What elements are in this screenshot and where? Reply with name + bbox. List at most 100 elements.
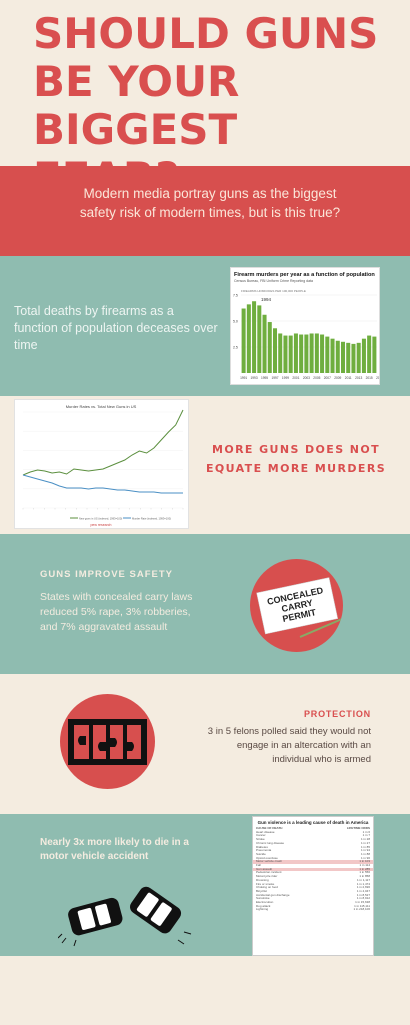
protection-heading: PROTECTION (303, 709, 371, 719)
death-odds-table: Gun violence is a leading cause of death… (252, 816, 374, 956)
table-row: Accidental gun discharge 1 in 8,527 (253, 892, 373, 898)
table-row: Gun assault 1 in 285 (253, 866, 373, 872)
odds-cell: 1 in 88 (360, 851, 370, 856)
x-tick-label: 2003 (303, 376, 310, 380)
table-body: CAUSE OF DEATH LIFETIME ODDS Heart disease… (253, 826, 373, 912)
permit-badge: CONCEALED CARRY PERMIT (250, 559, 343, 652)
table-row: Sunstroke 1 in 8,912 (253, 897, 373, 901)
cause-cell: Fire or smoke (256, 881, 275, 886)
chart-bar (356, 342, 361, 373)
chart-bar (241, 308, 246, 373)
intro-line-1: Modern media portray guns as the biggest (83, 186, 337, 201)
chart-bar (309, 333, 314, 373)
protection-text: 3 in 5 felons polled said they would not… (207, 726, 371, 765)
odds-cell: 1 in 858 (359, 874, 370, 879)
odds-cell: 1 in 27 (360, 840, 370, 845)
improve-safety-section: GUNS IMPROVE SAFETY States with conceale… (0, 534, 410, 674)
table-row: Bicyclist 1 in 4,047 (253, 888, 373, 894)
chart-bar (314, 333, 319, 373)
odds-cell: 1 in 8,527 (356, 892, 370, 897)
cause-cell: Sunstroke (256, 896, 270, 901)
cause-cell: Bicyclist (256, 888, 267, 893)
y-tick-label: 5.0 (233, 320, 238, 324)
improve-text: States with concealed carry laws reduced… (40, 591, 193, 633)
odds-cell: 1 in 4,047 (356, 888, 370, 893)
chart-bar (299, 334, 304, 373)
cause-cell: CAUSE OF DEATH (256, 826, 283, 830)
chart-bar (340, 341, 346, 373)
intro-line-2: safety risk of modern times, but is this… (79, 205, 341, 220)
car-crash-icon (57, 886, 192, 947)
chart-bar (346, 342, 351, 373)
chart-bar (252, 301, 257, 373)
legend-murder: Murder Rate (indexed, 1993=100) (132, 517, 171, 521)
table-row: Suicide 1 in 88 (253, 851, 373, 857)
deaths-text: Total deaths by firearms as a function o… (14, 304, 218, 352)
x-tick-label: 1995 (261, 376, 268, 380)
odds-cell: 1 in 2,696 (356, 885, 370, 890)
x-tick-label: 2005 (313, 376, 320, 380)
cause-cell: Cancer (256, 833, 266, 838)
chart-bar (272, 328, 278, 373)
chart-bar (257, 305, 262, 373)
cause-cell: Electrocution (256, 900, 274, 905)
legend-guns: New guns in US (indexed, 1993=100) (79, 517, 122, 521)
table-row: Stroke 1 in 28 (253, 837, 373, 842)
murder-rate-line (22, 474, 183, 494)
table-row: Pneumonia 1 in 94 (253, 849, 373, 853)
improve-heading: GUNS IMPROVE SAFETY (40, 569, 174, 580)
x-tick-label: 2015 (366, 376, 373, 380)
table-row: Heart disease 1 in 6 (253, 829, 373, 835)
chart-bar (325, 336, 330, 373)
x-tick-label: 2017 (376, 376, 379, 380)
table-row: Lightning 1 in 218,106 (253, 908, 373, 912)
table-row: Electrocution 1 in 15,638 (253, 900, 373, 905)
table-row: Chronic lung disease 1 in 27 (253, 840, 373, 846)
chart-bar (283, 335, 288, 373)
chart2-title: Murder Rates vs. Total New Guns in US (66, 404, 137, 409)
motor-text: Nearly 3x more likely to die in a motor … (40, 837, 189, 862)
odds-cell: 1 in 96 (360, 855, 370, 860)
cause-cell: Heart disease (256, 829, 275, 834)
chart-annotation: 1994 (261, 297, 272, 302)
cause-cell: Opioid overdose (256, 855, 278, 860)
protection-section: PROTECTION 3 in 5 felons polled said the… (0, 674, 410, 814)
chart-bar (372, 336, 377, 373)
odds-cell: LIFETIME ODDS (346, 826, 370, 830)
table-row: Pedestrian incident 1 in 556 (253, 871, 373, 875)
table-row: Choking on food 1 in 2,696 (253, 886, 373, 890)
cause-cell: Motor vehicle crash (256, 859, 283, 864)
motor-vehicle-section: Nearly 3x more likely to die in a motor … (0, 814, 410, 956)
chart-bar (278, 333, 283, 373)
chart-title: Firearm murders per year as a function o… (234, 272, 375, 278)
x-tick-label: 2007 (324, 376, 331, 380)
x-tick-label: 1997 (271, 376, 278, 380)
more-guns-heading: MORE GUNS DOES NOT EQUATE MORE MURDERS (205, 443, 387, 475)
more-guns-section: Murder Rates vs. Total New Guns in US Ne… (0, 396, 410, 534)
table-row: Cancer 1 in 7 (253, 834, 373, 838)
chart-subtitle: Census Bureau, FBI Uniform Crime Reporti… (234, 279, 313, 283)
title-section: SHOULD GUNS BE YOUR BIGGEST FEAR? (0, 0, 410, 202)
intro-text: Modern media portray guns as the biggest… (45, 184, 375, 222)
x-tick-label: 1999 (282, 376, 289, 380)
chart-bar (267, 322, 272, 373)
chart-ylabel: FIREARMS HOMICIDES PER 100,000 PEOPLE (241, 289, 306, 293)
murders-chart: Firearm murders per year as a function o… (230, 267, 383, 385)
x-tick-label: 1993 (251, 376, 258, 380)
x-tick-label: 2001 (292, 376, 299, 380)
x-tick-label: 2011 (345, 376, 352, 380)
odds-cell: 1 in 285 (359, 866, 370, 871)
chart-bar (304, 334, 309, 373)
table-row: Dog attack 1 in 115,111 (253, 904, 373, 909)
cause-cell: Drowning (256, 877, 269, 882)
chart-bar (246, 304, 251, 373)
x-tick-label: 2013 (355, 376, 362, 380)
table-title: Gun violence is a leading cause of death… (257, 820, 369, 825)
cause-cell: Diabetes (256, 844, 268, 849)
odds-cell: 1 in 114 (359, 863, 370, 868)
car-crash-illustration (57, 874, 193, 949)
cause-cell: Pneumonia (256, 848, 272, 853)
cause-cell: Suicide (256, 851, 266, 856)
odds-cell: 1 in 15,638 (355, 900, 370, 905)
guns-chart-svg: Murder Rates vs. Total New Guns in US Ne… (22, 404, 184, 527)
